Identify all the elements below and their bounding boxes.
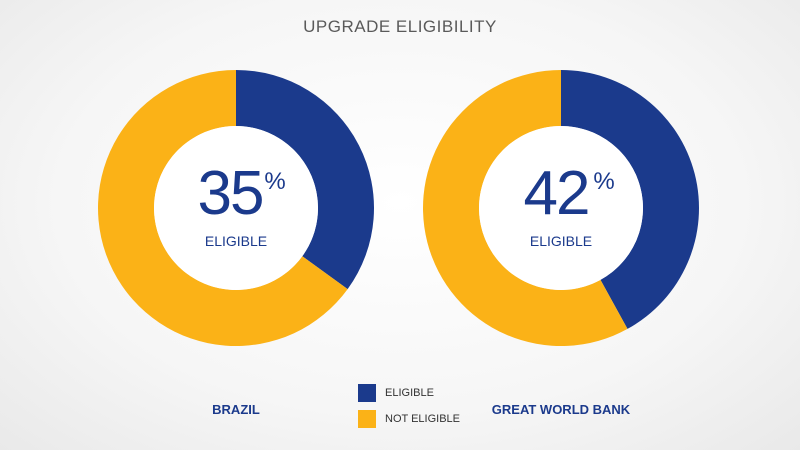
slice-not-eligible xyxy=(423,70,628,346)
donut-hole xyxy=(154,126,318,290)
legend-item-not-eligible: NOT ELIGIBLE xyxy=(358,409,460,429)
slice-eligible xyxy=(236,70,375,290)
legend: ELIGIBLE NOT ELIGIBLE xyxy=(358,383,460,435)
legend-item-eligible: ELIGIBLE xyxy=(358,383,460,403)
percent-value: 42 xyxy=(524,159,589,228)
slice-not-eligible xyxy=(98,70,348,347)
center-label: ELIGIBLE xyxy=(205,233,267,249)
country-label-brazil: BRAZIL xyxy=(212,402,260,417)
legend-swatch-eligible xyxy=(358,384,376,402)
donut-hole xyxy=(479,126,643,290)
slice-eligible xyxy=(561,70,699,329)
legend-swatch-not-eligible xyxy=(358,410,376,428)
percent-value: 35 xyxy=(198,159,263,228)
percent-sign: % xyxy=(593,168,614,195)
chart-title: UPGRADE ELIGIBILITY xyxy=(303,17,497,36)
country-label-great-world-bank: GREAT WORLD BANK xyxy=(491,402,631,417)
donut-chart-brazil: 35 % ELIGIBLE xyxy=(98,70,375,347)
legend-label: ELIGIBLE xyxy=(385,387,434,399)
donut-chart-great-world-bank: 42 % ELIGIBLE xyxy=(423,70,699,346)
center-label: ELIGIBLE xyxy=(530,233,592,249)
percent-sign: % xyxy=(264,168,285,195)
legend-label: NOT ELIGIBLE xyxy=(385,413,460,425)
